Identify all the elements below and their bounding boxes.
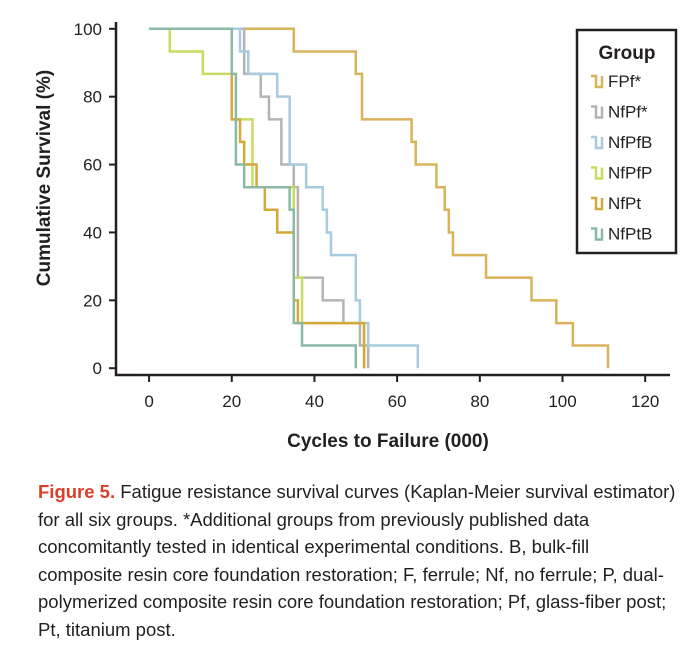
legend-label: NfPf*: [608, 103, 648, 122]
curve-nfpfb: [149, 27, 420, 369]
x-tick-label: 40: [305, 392, 324, 411]
x-axis-title: Cycles to Failure (000): [287, 431, 489, 452]
curve-nfpt: [149, 27, 366, 369]
x-tick-label: 80: [470, 392, 489, 411]
legend-title: Group: [599, 43, 656, 64]
legend-swatch: [591, 196, 604, 211]
legend-swatch: [591, 227, 604, 241]
legend-label: NfPfB: [608, 133, 652, 152]
x-tick-label: 100: [548, 392, 576, 411]
x-tick-label: 0: [144, 392, 153, 411]
legend: Group FPf* NfPf* NfPfB NfPfP NfPt NfPtB: [575, 28, 678, 255]
survival-curves: [149, 27, 610, 369]
curve-fpf-star: [149, 27, 610, 369]
caption-text: Fatigue resistance survival curves (Kapl…: [38, 481, 676, 640]
x-tick-label: 60: [388, 392, 407, 411]
y-tick-label: 20: [83, 291, 102, 310]
y-tick-label: 40: [83, 223, 102, 242]
legend-label: FPf*: [608, 72, 641, 91]
legend-label: NfPt: [608, 194, 641, 213]
y-tick-label: 100: [74, 20, 102, 39]
legend-swatch: [591, 135, 604, 150]
legend-swatch: [591, 74, 604, 89]
figure-label: Figure 5.: [38, 481, 116, 502]
curve-nfptb: [149, 27, 358, 369]
legend-swatch: [591, 166, 604, 180]
x-tick-label: 120: [631, 392, 659, 411]
curve-nfpf-star: [149, 27, 370, 369]
curve-nfpfp: [149, 27, 366, 369]
survival-chart: 0 20 40 60 80 100 120 0 20 40 60 80 100 Cycles to Fa…: [34, 20, 678, 452]
y-axis-title: Cumulative Survival (%): [34, 70, 55, 286]
legend-label: NfPtB: [608, 225, 652, 244]
legend-box: [575, 28, 678, 255]
y-tick-label: 0: [93, 359, 102, 378]
y-tick-label: 80: [83, 88, 102, 107]
y-tick-label: 60: [83, 156, 102, 175]
legend-swatch: [591, 105, 604, 119]
x-tick-label: 20: [222, 392, 241, 411]
axes: [114, 22, 670, 377]
legend-label: NfPfP: [608, 164, 652, 183]
figure-caption: Figure 5. Fatigue resistance survival cu…: [38, 478, 678, 643]
axis-ticks: 0 20 40 60 80 100 120 0 20 40 60 80 100: [74, 20, 660, 411]
